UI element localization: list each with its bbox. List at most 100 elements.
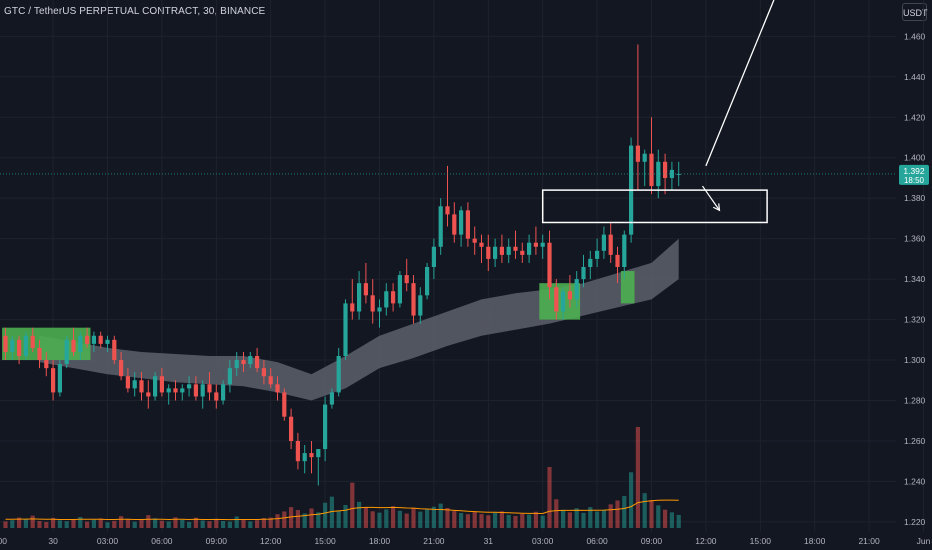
volume-bar [431, 506, 436, 528]
time-tick-label: 1:00 [0, 536, 7, 546]
volume-bar [404, 513, 409, 528]
candle [486, 234, 491, 272]
candle [567, 275, 572, 308]
candle-body [17, 339, 22, 356]
volume-bar [51, 517, 56, 528]
candle [275, 376, 280, 401]
volume-bar [533, 511, 538, 528]
candle [166, 384, 171, 405]
candle [30, 327, 35, 352]
candle-body [98, 335, 103, 344]
candle-body [146, 392, 151, 397]
candle [51, 360, 56, 401]
candle [10, 335, 15, 361]
candle [465, 202, 470, 247]
price-tick-label: 1.440 [904, 72, 926, 82]
candle [499, 234, 504, 263]
candle [370, 279, 375, 324]
time-tick-label: 15:00 [750, 536, 772, 546]
volume-bar [282, 511, 287, 528]
volume-bar [377, 512, 382, 528]
candle-body [57, 364, 62, 393]
volume-bar [255, 520, 260, 528]
price-axis[interactable]: 1.460 1.440 1.420 1.400 1.380 1.360 1.340 1.320… [904, 31, 926, 527]
candle-body [139, 380, 144, 393]
volume-bar [663, 509, 668, 528]
candle-body [180, 388, 185, 393]
candle-body [316, 449, 321, 458]
volume-bar [452, 511, 457, 528]
candle [336, 347, 341, 397]
candle-body [44, 360, 49, 369]
candle [520, 242, 525, 263]
candle [323, 396, 328, 462]
candle [608, 222, 613, 263]
candle [377, 299, 382, 328]
candle-body [547, 242, 552, 288]
volume-bar [289, 507, 294, 528]
candle-body [581, 266, 586, 280]
price-tick-label: 1.320 [904, 315, 926, 325]
candle-body [3, 335, 8, 352]
price-tick-label: 1.420 [904, 112, 926, 122]
time-tick-label: 03:00 [97, 536, 119, 546]
volume-bar [180, 519, 185, 528]
candlesticks [3, 44, 681, 486]
volume-bar [295, 510, 300, 528]
volume-bar [656, 505, 661, 528]
symbol-title: GTC / TetherUS PERPETUAL CONTRACT, 30, B… [4, 6, 266, 17]
candle [595, 238, 600, 267]
currency-button[interactable]: USDT [902, 3, 928, 21]
candle-body [554, 287, 559, 312]
candle [132, 372, 137, 397]
volume-bar [275, 514, 280, 528]
candle [438, 198, 443, 255]
arrow-head [712, 203, 721, 212]
volume-bar [329, 496, 334, 528]
candle-body [635, 145, 640, 162]
candle-body [425, 266, 430, 296]
candle-body [561, 291, 566, 312]
candle [221, 380, 226, 405]
candle-body [221, 384, 226, 401]
candle [663, 153, 668, 195]
candle [78, 331, 83, 361]
candle [17, 335, 22, 365]
candle [71, 327, 76, 356]
candle [622, 230, 627, 280]
volume-bar [601, 510, 606, 528]
candle [418, 287, 423, 324]
volume-bar [234, 516, 239, 528]
candle-body [241, 360, 246, 365]
volume-bar [173, 517, 178, 528]
volume-bar [540, 515, 545, 528]
candle-body [289, 416, 294, 441]
volume-bar [581, 512, 586, 528]
volume-bar [119, 516, 124, 528]
candle-body [391, 291, 396, 304]
candle-body [676, 173, 681, 175]
volume-bar [547, 467, 552, 528]
candle-body [37, 347, 42, 361]
candle-body [533, 242, 538, 247]
candle [3, 327, 8, 361]
candle [493, 238, 498, 267]
volume-bar [153, 518, 158, 528]
drawings[interactable] [541, 0, 775, 224]
time-tick-label: 30 [48, 536, 58, 546]
candle [540, 234, 545, 259]
last-price-badge [899, 164, 929, 185]
candle [146, 380, 151, 409]
volume-bar [105, 522, 110, 528]
candle [669, 161, 674, 191]
time-tick-label: 09:00 [641, 536, 663, 546]
volume-bar [486, 515, 491, 528]
time-axis[interactable]: 1:00 30 03:00 06:00 09:00 12:00 15:00 18:00 21:0… [0, 536, 932, 546]
candle [241, 351, 246, 373]
candle [384, 283, 389, 316]
candle [425, 262, 430, 300]
price-tick-label: 1.280 [904, 396, 926, 406]
volume-moving-average [5, 499, 679, 521]
candle-body [513, 246, 518, 251]
